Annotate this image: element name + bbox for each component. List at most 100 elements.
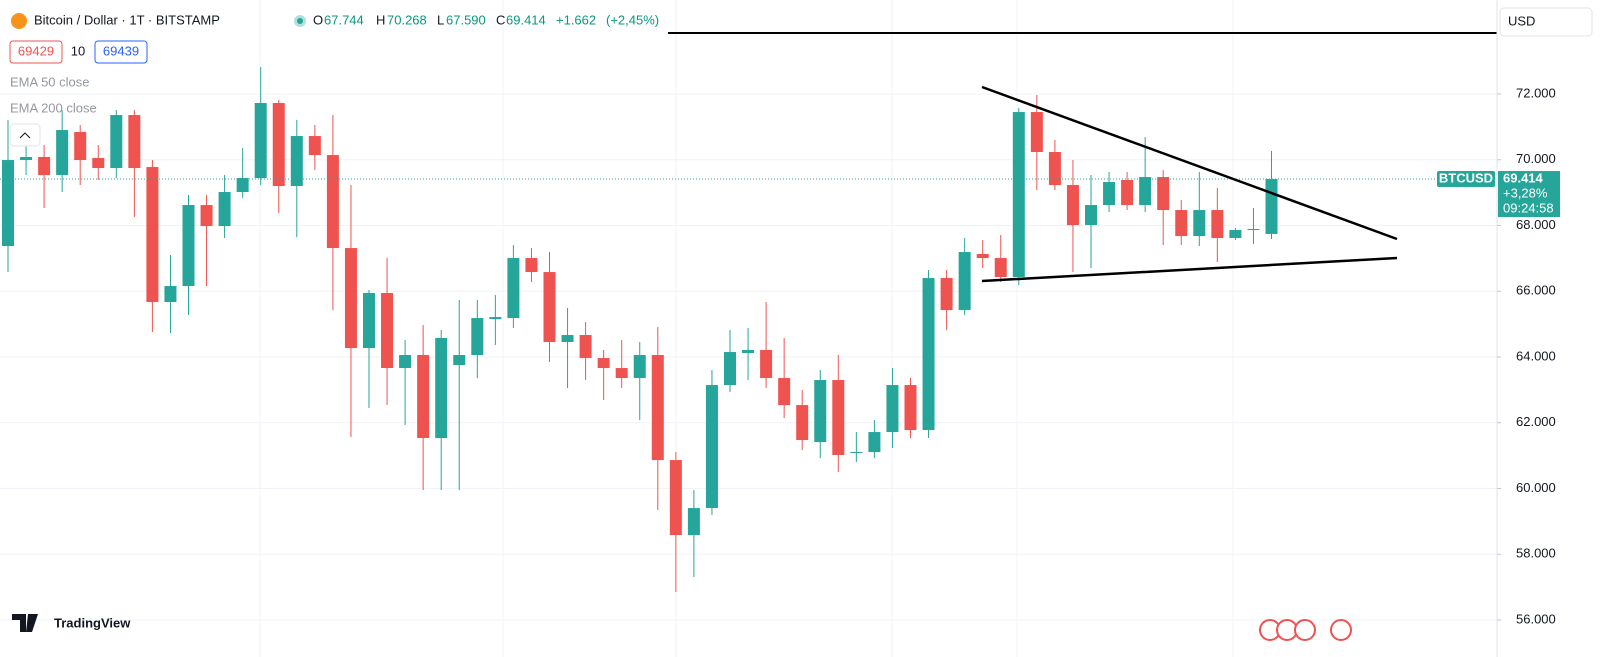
candle-body <box>904 385 917 431</box>
candle-body <box>507 258 520 319</box>
status-dot <box>297 18 303 24</box>
candle-body <box>525 258 538 273</box>
ask[interactable]: 69439 <box>103 43 139 58</box>
candle-body <box>344 248 357 349</box>
ohlc-value: 67.744 <box>324 12 364 27</box>
ohlc-label: L <box>437 12 444 27</box>
last-change: +3,28% <box>1503 185 1548 200</box>
candle-body <box>110 115 123 169</box>
candle-body <box>471 318 484 356</box>
candle-body <box>1066 185 1079 226</box>
candle-body <box>850 452 863 454</box>
symbol: Bitcoin / Dollar · 1T · BITSTAMP <box>34 12 220 27</box>
y-tick-label: 68.000 <box>1516 217 1556 232</box>
price-tag: BTCUSD 69.414 +3,28% 09:24:58 <box>1437 170 1560 218</box>
candle-body <box>760 350 773 379</box>
ohlc-value: 67.590 <box>446 12 486 27</box>
logo: TradingView <box>12 614 131 632</box>
coin-icon <box>11 13 27 29</box>
bid-box[interactable] <box>9 40 63 64</box>
symbol-tag <box>1437 171 1495 188</box>
price-box <box>1498 171 1560 218</box>
candle-body <box>1121 180 1134 206</box>
candle-body <box>20 157 33 161</box>
candle-body <box>453 355 466 366</box>
event-icon[interactable] <box>1330 619 1352 641</box>
candle-body <box>1229 230 1242 239</box>
candle-body <box>38 157 51 176</box>
ask-box[interactable] <box>94 40 148 64</box>
countdown: 09:24:58 <box>1503 200 1554 215</box>
candle-body <box>2 160 14 247</box>
candle-body <box>994 258 1007 278</box>
candle-body <box>1175 210 1188 237</box>
candle-body <box>796 405 809 441</box>
trend-line <box>981 85 1398 241</box>
logo-mark <box>12 614 38 632</box>
candle-body <box>56 130 69 176</box>
ohlc-label: H <box>376 12 385 27</box>
candle-body <box>218 192 231 227</box>
candle-body <box>832 380 845 456</box>
candle-body <box>363 293 375 349</box>
candle-body <box>814 380 827 443</box>
y-tick-label: 60.000 <box>1516 480 1556 495</box>
candle-body <box>778 378 791 406</box>
currency[interactable]: USD <box>1508 13 1535 28</box>
chevron <box>19 132 31 139</box>
candle-body <box>399 355 412 369</box>
y-tick-label: 62.000 <box>1516 414 1556 429</box>
indicator[interactable]: EMA 200 close <box>10 100 97 115</box>
y-tick-label: 72.000 <box>1516 85 1556 100</box>
candle-body <box>74 132 87 161</box>
candle-body <box>254 103 267 179</box>
candle-body <box>724 352 736 386</box>
candle-body <box>1247 229 1260 231</box>
candle-body <box>1139 177 1152 206</box>
trend-line <box>981 256 1398 283</box>
candle-body <box>1048 152 1061 186</box>
bid[interactable]: 69429 <box>18 43 54 58</box>
candle-body <box>579 335 592 359</box>
ohlc-value: 69.414 <box>506 12 546 27</box>
candle-body <box>687 508 700 536</box>
candle-body <box>1012 112 1025 278</box>
logo-text: TradingView <box>54 615 131 630</box>
candle-body <box>940 278 953 311</box>
collapse-button[interactable] <box>9 123 41 147</box>
candle-body <box>1030 112 1043 153</box>
indicator[interactable]: EMA 50 close <box>10 74 90 89</box>
candle-body <box>128 115 141 169</box>
candle-body <box>146 167 159 303</box>
candle-body <box>236 178 249 193</box>
candle-body <box>1103 182 1116 206</box>
candle-body <box>164 286 177 303</box>
currency-button[interactable] <box>1499 7 1593 37</box>
candle-body <box>633 355 646 379</box>
candle-body <box>1265 179 1278 234</box>
candle-body <box>886 385 899 433</box>
candle-body <box>308 136 321 156</box>
candle-body <box>543 272 556 343</box>
candle-body <box>1085 205 1097 226</box>
candle-body <box>958 252 971 311</box>
plot-area <box>0 67 1501 621</box>
last-price: 69.414 <box>1503 170 1544 185</box>
candle-body <box>200 205 213 227</box>
change-pct: (+2,45%) <box>606 12 659 27</box>
event-icon[interactable] <box>1294 619 1316 641</box>
y-tick-label: 56.000 <box>1516 611 1556 626</box>
candle-body <box>597 358 610 369</box>
candle-body <box>669 460 682 536</box>
candle-body <box>272 103 285 187</box>
candle-body <box>326 155 339 249</box>
candle-body <box>742 350 755 354</box>
candle-body <box>1193 210 1206 237</box>
candle-body <box>381 293 394 369</box>
candle-body <box>561 335 574 343</box>
candle-body <box>1211 210 1224 239</box>
candle-body <box>868 432 881 453</box>
candle-body <box>182 205 195 287</box>
